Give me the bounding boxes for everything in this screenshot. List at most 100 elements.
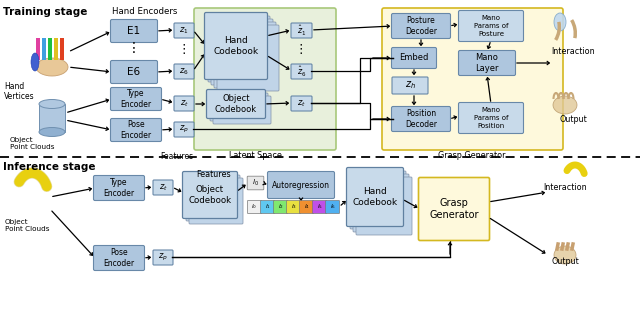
Text: Hand
Vertices: Hand Vertices (4, 82, 35, 101)
Text: E1: E1 (127, 26, 141, 36)
Text: Grasp Generator: Grasp Generator (438, 151, 506, 160)
Text: $l_6$: $l_6$ (330, 203, 335, 211)
Text: Object
Codebook: Object Codebook (188, 185, 232, 205)
FancyBboxPatch shape (210, 93, 268, 121)
FancyBboxPatch shape (458, 10, 524, 41)
Bar (42, 38, 46, 60)
FancyBboxPatch shape (93, 246, 145, 270)
FancyBboxPatch shape (174, 64, 194, 79)
FancyBboxPatch shape (353, 174, 409, 232)
FancyBboxPatch shape (208, 16, 270, 82)
FancyBboxPatch shape (346, 167, 403, 226)
Text: ⋮: ⋮ (127, 41, 141, 55)
FancyBboxPatch shape (260, 201, 275, 214)
FancyBboxPatch shape (392, 77, 428, 94)
Text: Pose
Encoder: Pose Encoder (120, 120, 152, 140)
Text: Latent Space: Latent Space (228, 151, 282, 160)
Text: $z_t$: $z_t$ (297, 98, 306, 109)
Bar (54, 38, 58, 60)
Text: Features: Features (196, 170, 230, 179)
FancyBboxPatch shape (111, 118, 161, 142)
Text: Inference stage: Inference stage (3, 162, 95, 172)
Ellipse shape (554, 246, 576, 264)
Text: Training stage: Training stage (3, 7, 88, 17)
Text: $z_1$: $z_1$ (179, 25, 189, 36)
FancyBboxPatch shape (392, 106, 451, 132)
Text: $l_5$: $l_5$ (317, 203, 323, 211)
FancyBboxPatch shape (214, 22, 276, 88)
FancyBboxPatch shape (153, 180, 173, 195)
FancyBboxPatch shape (382, 8, 563, 150)
Text: Autoregression: Autoregression (272, 181, 330, 190)
Text: Position
Decoder: Position Decoder (405, 109, 437, 129)
Text: Object
Point Clouds: Object Point Clouds (5, 219, 49, 232)
Text: Interaction: Interaction (551, 47, 595, 57)
FancyBboxPatch shape (207, 89, 266, 118)
FancyBboxPatch shape (93, 176, 145, 201)
FancyBboxPatch shape (312, 201, 326, 214)
FancyBboxPatch shape (326, 201, 339, 214)
FancyBboxPatch shape (248, 201, 262, 214)
FancyBboxPatch shape (111, 88, 161, 111)
FancyBboxPatch shape (217, 25, 279, 91)
FancyBboxPatch shape (350, 171, 406, 229)
Text: $\hat{z}_1$: $\hat{z}_1$ (297, 24, 306, 37)
Text: Features: Features (160, 152, 193, 161)
FancyBboxPatch shape (356, 177, 412, 235)
Text: ⋮: ⋮ (295, 44, 307, 57)
Text: $l_1$: $l_1$ (264, 203, 271, 211)
Text: $l_4$: $l_4$ (303, 203, 310, 211)
Bar (39, 104, 65, 132)
FancyBboxPatch shape (273, 201, 287, 214)
Text: Hand
Codebook: Hand Codebook (353, 187, 397, 207)
FancyBboxPatch shape (211, 19, 273, 85)
FancyBboxPatch shape (174, 23, 194, 38)
FancyBboxPatch shape (111, 61, 157, 84)
Ellipse shape (31, 53, 39, 71)
Bar (36, 38, 40, 60)
FancyBboxPatch shape (392, 14, 451, 39)
FancyBboxPatch shape (291, 96, 312, 111)
FancyBboxPatch shape (182, 171, 237, 219)
Text: Posture
Decoder: Posture Decoder (405, 16, 437, 36)
Text: $z_h$: $z_h$ (404, 80, 415, 91)
Text: ⋮: ⋮ (178, 44, 190, 57)
Text: $l_3$: $l_3$ (291, 203, 296, 211)
Text: Output: Output (559, 116, 587, 124)
FancyBboxPatch shape (189, 178, 243, 224)
Text: Object
Codebook: Object Codebook (215, 94, 257, 114)
Ellipse shape (39, 127, 65, 137)
Text: $z_6$: $z_6$ (179, 66, 189, 77)
Text: E6: E6 (127, 67, 141, 77)
Ellipse shape (36, 58, 68, 76)
FancyBboxPatch shape (458, 102, 524, 133)
Text: Embed: Embed (399, 53, 429, 62)
Text: Hand
Codebook: Hand Codebook (213, 36, 259, 56)
Ellipse shape (553, 96, 577, 114)
FancyBboxPatch shape (174, 96, 194, 111)
FancyBboxPatch shape (153, 250, 173, 265)
Text: Object
Point Clouds: Object Point Clouds (10, 137, 54, 150)
Bar (60, 38, 64, 60)
Text: Grasp
Generator: Grasp Generator (429, 198, 479, 220)
Text: Type
Encoder: Type Encoder (104, 178, 134, 198)
Bar (48, 38, 52, 60)
FancyBboxPatch shape (287, 201, 301, 214)
FancyBboxPatch shape (111, 19, 157, 42)
Ellipse shape (39, 100, 65, 109)
Ellipse shape (554, 13, 566, 31)
Text: Interaction: Interaction (543, 182, 587, 192)
Text: $z_t$: $z_t$ (180, 98, 188, 109)
FancyBboxPatch shape (268, 171, 335, 198)
Text: $z_t$: $z_t$ (159, 182, 168, 193)
Text: Mano
Layer: Mano Layer (476, 53, 499, 73)
FancyBboxPatch shape (392, 47, 436, 68)
FancyBboxPatch shape (419, 177, 490, 241)
FancyBboxPatch shape (291, 23, 312, 38)
Text: $l_0$: $l_0$ (252, 203, 257, 211)
Text: $l_2$: $l_2$ (278, 203, 284, 211)
FancyBboxPatch shape (300, 201, 314, 214)
FancyBboxPatch shape (186, 175, 240, 221)
Text: Type
Encoder: Type Encoder (120, 89, 152, 109)
Text: Mano
Params of
Position: Mano Params of Position (474, 107, 508, 128)
